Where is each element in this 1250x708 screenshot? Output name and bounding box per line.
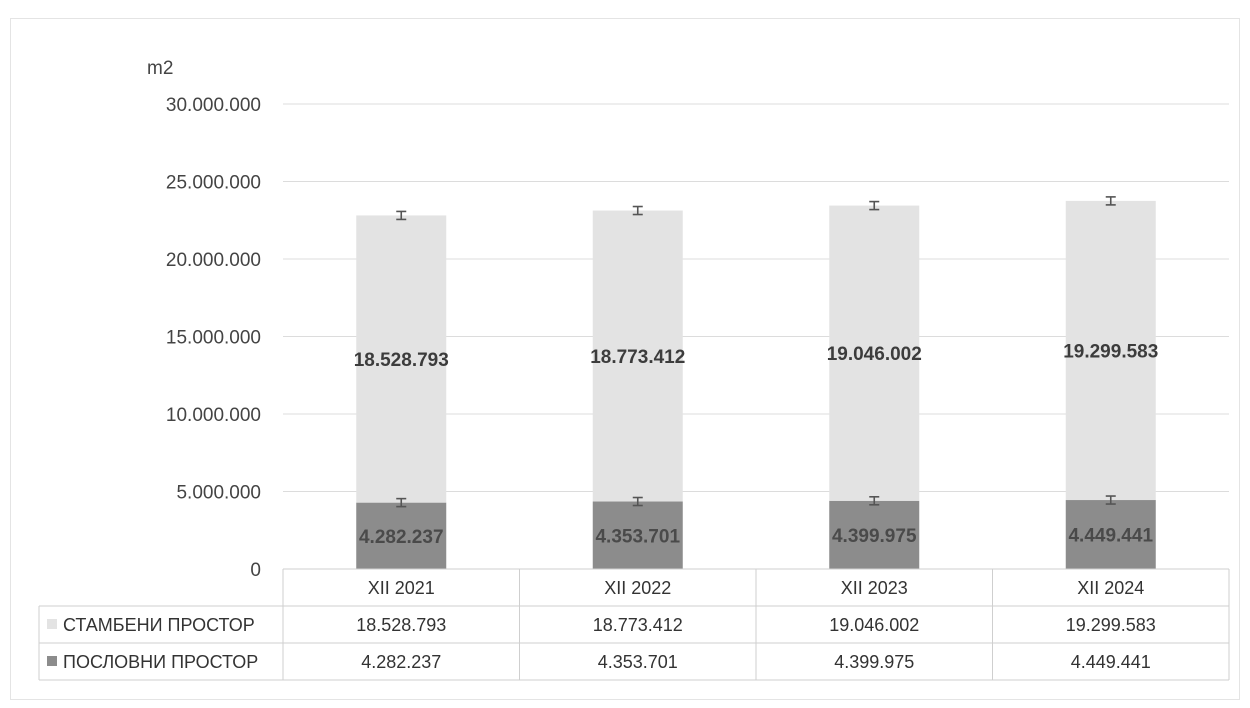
- bar-poslovni: [592, 501, 683, 569]
- chart-frame: m2 0 5.000.000 10.000.000 15.000.000 20.000.…: [10, 18, 1240, 700]
- legend-swatch: [47, 619, 57, 629]
- legend-label: СТАМБЕНИ ПРОСТОР: [63, 615, 255, 635]
- error-bar-stambeni: [1105, 196, 1116, 206]
- y-axis-label: m2: [147, 58, 173, 79]
- x-category-label: XII 2023: [841, 578, 908, 598]
- y-tick-label: 15.000.000: [166, 328, 261, 349]
- error-bar-poslovni: [1105, 495, 1116, 505]
- table-cell-value: 4.449.441: [1071, 652, 1151, 672]
- stacked-bar-chart: m2 0 5.000.000 10.000.000 15.000.000 20.000.…: [38, 58, 1230, 681]
- y-tick-label: 25.000.000: [166, 173, 261, 194]
- error-bar-poslovni: [869, 496, 880, 506]
- bar-stambeni: [1065, 200, 1156, 501]
- bar-stambeni: [592, 210, 683, 502]
- y-tick-label: 5.000.000: [176, 483, 261, 504]
- y-tick-label: 10.000.000: [166, 405, 261, 426]
- table-cell-value: 19.046.002: [829, 615, 919, 635]
- data-label-stambeni: 18.773.412: [590, 347, 685, 368]
- error-bar-stambeni: [396, 210, 407, 221]
- legend-swatch: [47, 656, 57, 666]
- data-label-poslovni: 4.399.975: [832, 526, 917, 547]
- bar-stambeni: [356, 215, 447, 503]
- table-cell-value: 4.282.237: [361, 652, 441, 672]
- data-label-poslovni: 4.449.441: [1068, 526, 1153, 547]
- data-label-stambeni: 18.528.793: [354, 350, 449, 371]
- error-bar-poslovni: [632, 496, 643, 507]
- table-cell-value: 19.299.583: [1066, 615, 1156, 635]
- x-category-label: XII 2024: [1077, 578, 1144, 598]
- data-label-stambeni: 19.299.583: [1063, 341, 1158, 362]
- error-bar-poslovni: [396, 497, 407, 508]
- error-bar-stambeni: [632, 205, 643, 216]
- bar-poslovni: [1065, 500, 1156, 569]
- bar-poslovni: [829, 500, 920, 569]
- data-label-poslovni: 4.353.701: [595, 526, 680, 547]
- y-tick-label: 30.000.000: [166, 95, 261, 116]
- error-bar-stambeni: [869, 200, 880, 211]
- legend-label: ПОСЛОВНИ ПРОСТОР: [63, 652, 258, 672]
- data-label-poslovni: 4.282.237: [359, 527, 444, 548]
- table-cell-value: 18.528.793: [356, 615, 446, 635]
- bar-poslovni: [356, 502, 447, 569]
- data-label-stambeni: 19.046.002: [827, 344, 922, 365]
- table-cell-value: 4.399.975: [834, 652, 914, 672]
- table-cell-value: 4.353.701: [598, 652, 678, 672]
- x-category-label: XII 2022: [604, 578, 671, 598]
- table-cell-value: 18.773.412: [593, 615, 683, 635]
- y-tick-label: 20.000.000: [166, 250, 261, 271]
- bar-stambeni: [829, 205, 920, 501]
- y-tick-label: 0: [250, 560, 261, 581]
- x-category-label: XII 2021: [368, 578, 435, 598]
